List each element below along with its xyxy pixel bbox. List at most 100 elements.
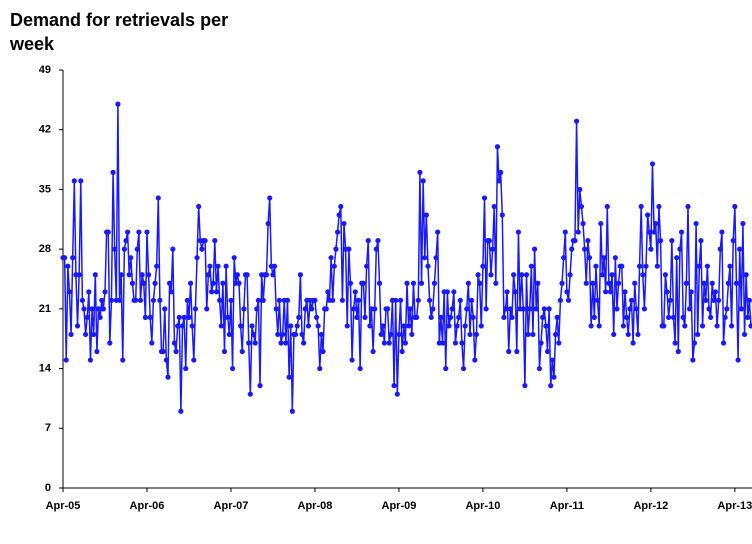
point <box>97 314 103 320</box>
point <box>678 229 685 235</box>
point <box>457 297 463 303</box>
point <box>588 323 594 329</box>
point <box>352 289 358 295</box>
point <box>226 331 232 338</box>
point <box>215 263 221 269</box>
point <box>696 263 702 269</box>
point <box>355 297 362 303</box>
point <box>283 340 289 346</box>
point <box>105 229 111 235</box>
point <box>121 246 127 252</box>
point <box>357 365 363 372</box>
point <box>459 340 465 346</box>
point <box>565 297 572 303</box>
point <box>615 280 622 286</box>
point <box>470 314 476 320</box>
point <box>481 195 488 201</box>
point <box>657 238 664 244</box>
point <box>338 203 344 210</box>
point <box>464 306 470 312</box>
point <box>404 280 410 286</box>
point <box>178 408 184 414</box>
point <box>648 246 654 252</box>
point <box>460 365 467 372</box>
point <box>173 348 179 355</box>
point <box>695 331 701 338</box>
point <box>620 323 627 329</box>
point <box>685 203 691 210</box>
point <box>157 297 163 303</box>
point <box>664 289 670 295</box>
point <box>271 263 278 269</box>
point <box>475 272 481 278</box>
point <box>489 246 496 252</box>
point <box>535 280 541 286</box>
point <box>252 340 258 346</box>
point <box>708 314 714 320</box>
point <box>472 357 478 363</box>
point <box>683 280 689 286</box>
point <box>504 289 510 295</box>
y-tick-label: 28 <box>39 243 51 255</box>
point <box>186 314 192 320</box>
point <box>263 272 270 278</box>
x-tick-label: Apr-11 <box>550 500 584 512</box>
point <box>393 297 399 303</box>
point <box>276 297 283 303</box>
point <box>716 297 722 303</box>
point <box>709 280 715 286</box>
point <box>582 246 588 252</box>
point <box>430 306 436 312</box>
point <box>313 314 320 320</box>
point <box>99 297 105 303</box>
point <box>538 340 544 346</box>
point <box>732 203 738 210</box>
point <box>483 306 489 312</box>
point <box>378 331 384 338</box>
point <box>670 314 677 320</box>
point <box>688 289 694 295</box>
point <box>480 263 486 269</box>
point <box>596 323 602 329</box>
point <box>139 272 145 278</box>
point <box>336 212 342 218</box>
point <box>244 272 250 278</box>
point <box>645 212 651 218</box>
point <box>255 297 262 303</box>
point <box>662 272 669 278</box>
point <box>743 272 749 278</box>
point <box>100 306 106 312</box>
point <box>286 374 292 380</box>
point <box>672 340 678 346</box>
point <box>318 331 325 338</box>
point <box>431 280 438 286</box>
point <box>166 280 173 286</box>
point <box>323 306 329 312</box>
point <box>533 306 539 312</box>
point <box>444 289 450 295</box>
point <box>443 365 449 372</box>
point <box>299 331 305 338</box>
point <box>125 229 131 235</box>
point <box>577 186 583 193</box>
point <box>365 238 371 244</box>
point <box>745 314 751 320</box>
point <box>674 255 680 261</box>
point <box>191 357 197 363</box>
point <box>520 306 526 312</box>
point <box>128 255 134 261</box>
point <box>717 246 723 252</box>
point <box>680 314 686 320</box>
point <box>126 272 132 278</box>
point <box>247 391 253 397</box>
point <box>391 383 397 389</box>
point <box>137 297 144 303</box>
point <box>473 331 480 338</box>
point <box>278 340 284 346</box>
point <box>599 272 606 278</box>
point <box>152 280 158 286</box>
point <box>456 314 462 320</box>
point <box>70 255 76 261</box>
point <box>213 289 220 295</box>
